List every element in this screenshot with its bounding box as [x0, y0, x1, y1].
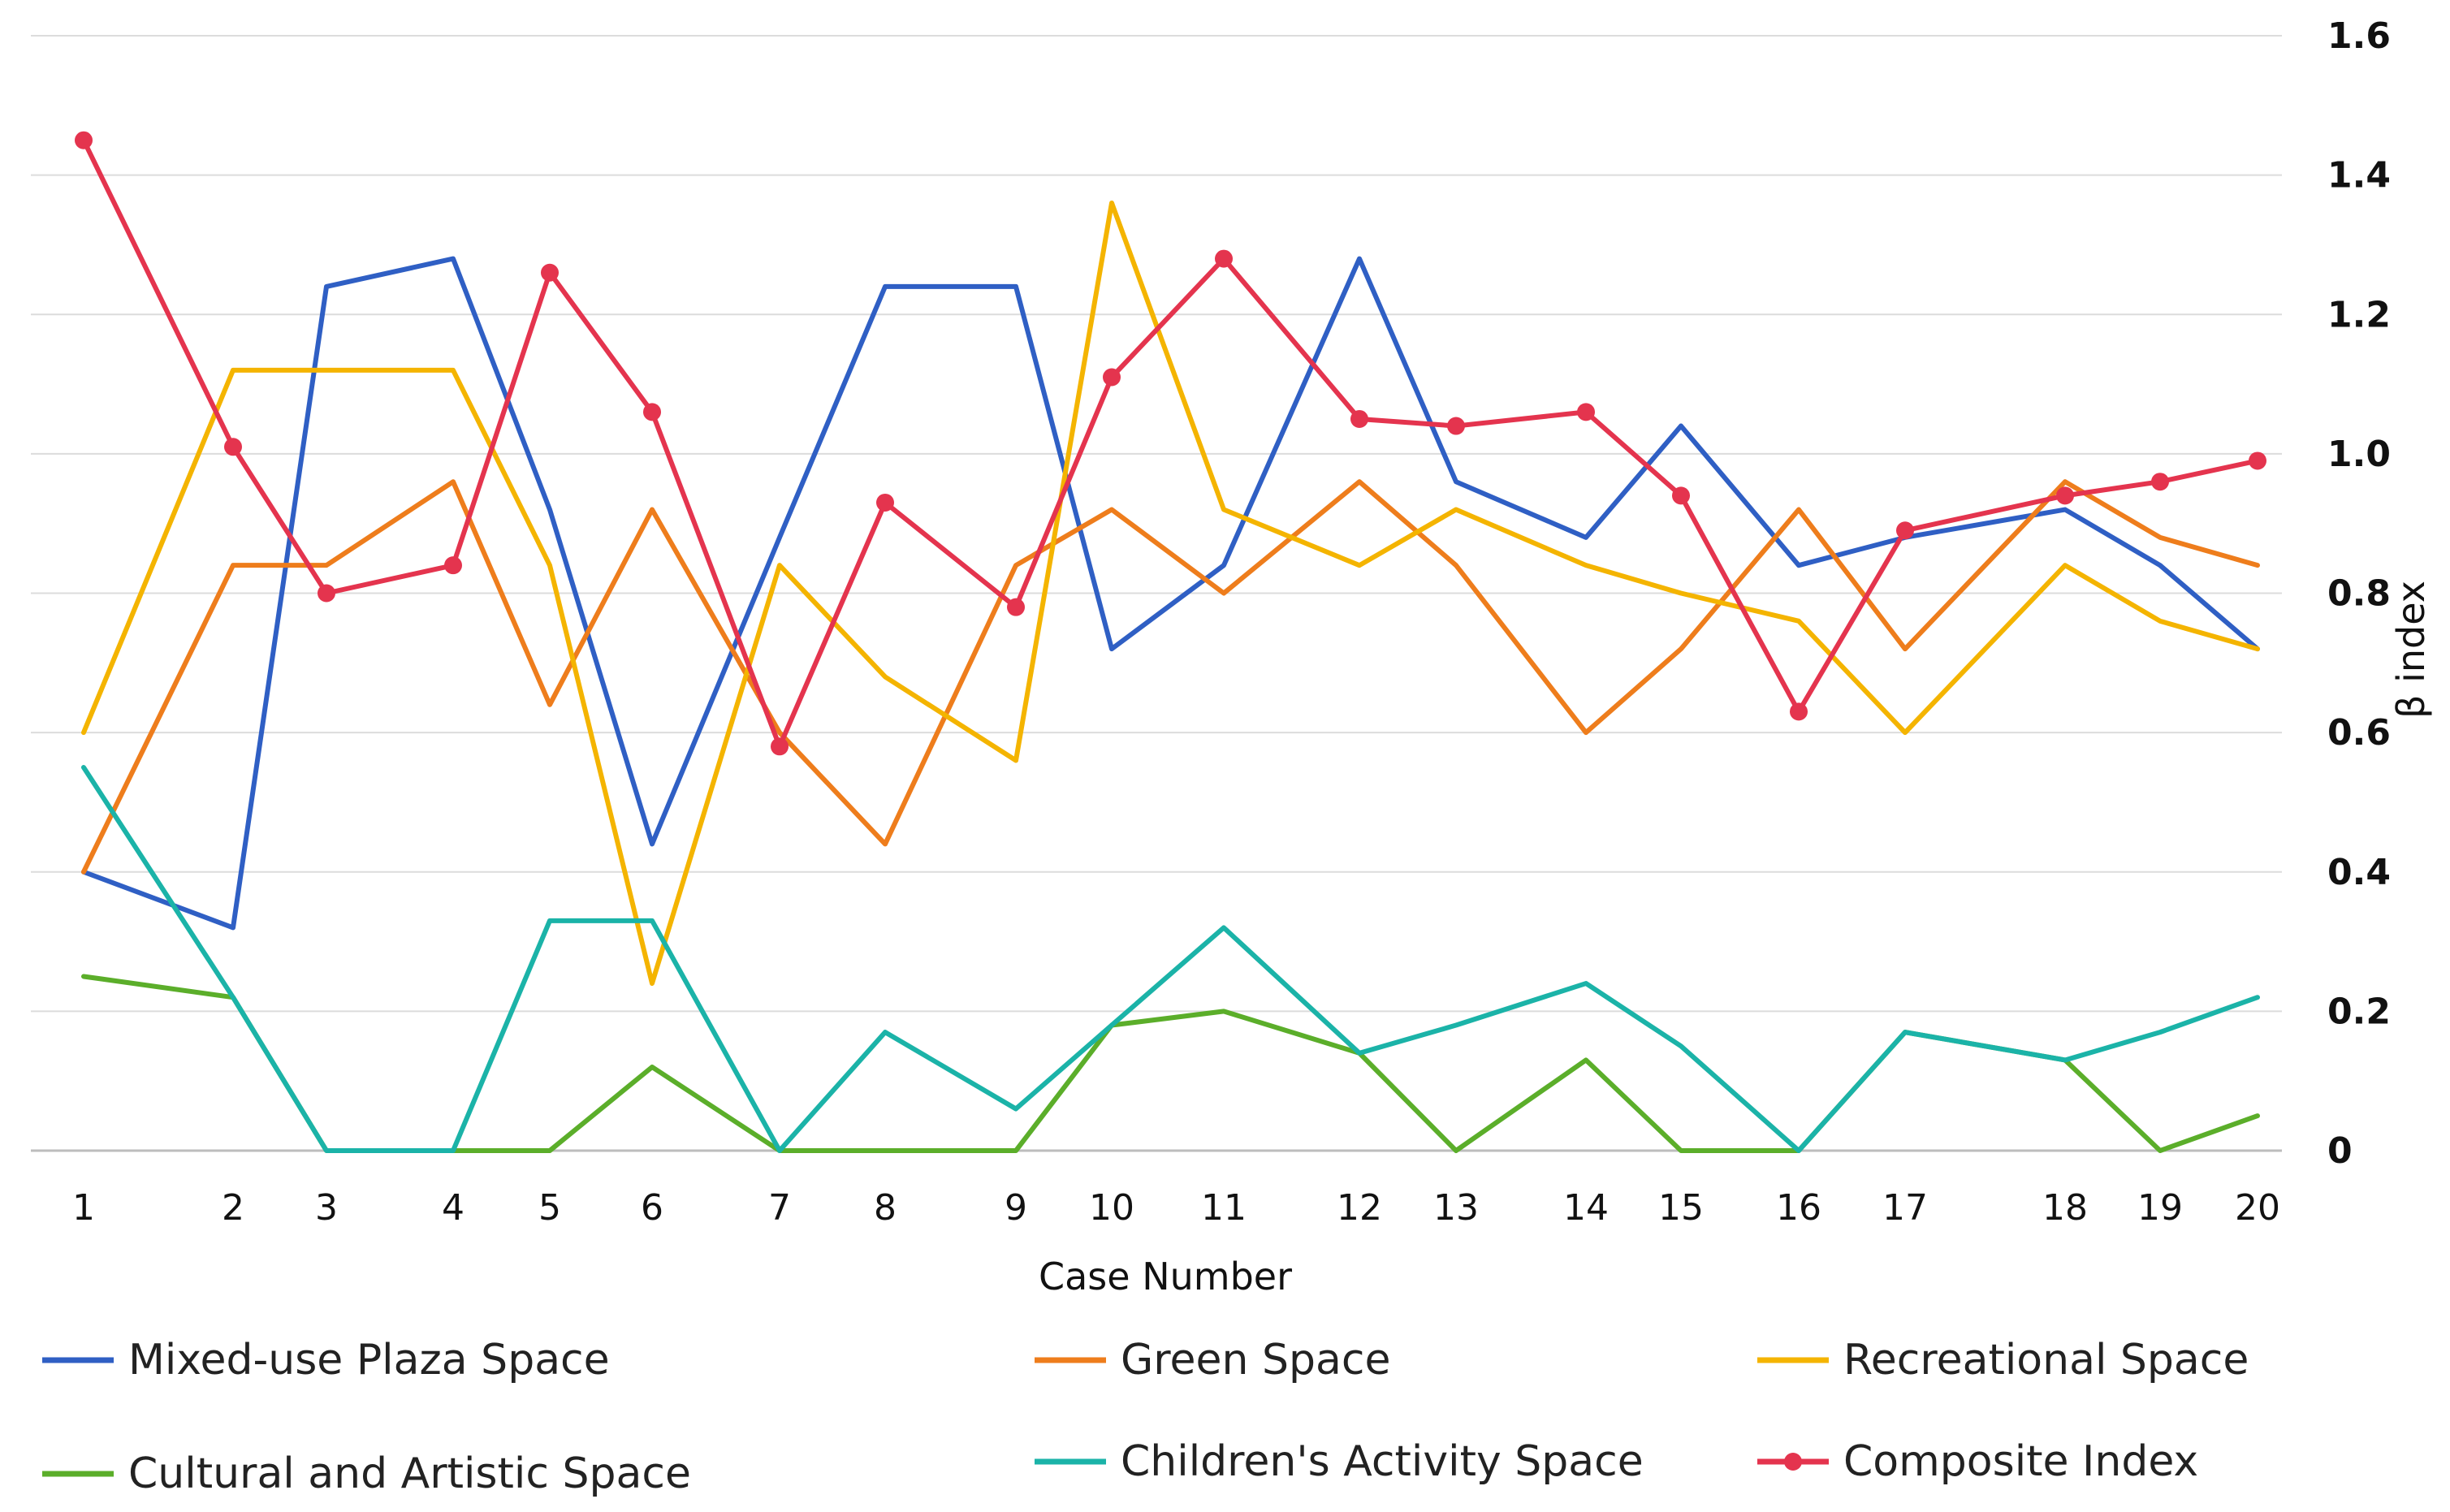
x-tick-label: 13	[1433, 1187, 1479, 1229]
data-point-composite-index	[1007, 598, 1025, 616]
legend-swatch-marker	[1784, 1453, 1802, 1471]
x-tick-label: 6	[641, 1187, 663, 1229]
x-tick-label: 17	[1882, 1187, 1928, 1229]
legend-swatch-green-space	[1035, 1357, 1106, 1363]
y-tick-label: 1.4	[2327, 155, 2391, 197]
data-point-composite-index	[1215, 249, 1233, 268]
legend-item-recreational-space: Recreational Space	[1754, 1332, 2249, 1389]
legend-label: Green Space	[1121, 1336, 1391, 1385]
data-point-composite-index	[2151, 473, 2169, 491]
x-tick-label: 14	[1563, 1187, 1609, 1229]
data-point-composite-index	[771, 737, 789, 756]
legend-item-composite-index: Composite Index	[1754, 1433, 2198, 1490]
x-tick-label: 1	[72, 1187, 95, 1229]
legend-swatch-composite-index	[1757, 1453, 1829, 1471]
y-tick-label: 1.6	[2327, 15, 2391, 57]
x-tick-label: 19	[2137, 1187, 2183, 1229]
legend-swatch-cultural-and-artistic-space	[42, 1471, 114, 1477]
data-point-composite-index	[2249, 451, 2266, 470]
x-tick-label: 12	[1337, 1187, 1382, 1229]
x-tick-label: 16	[1776, 1187, 1821, 1229]
x-tick-label: 15	[1658, 1187, 1704, 1229]
x-tick-label: 10	[1089, 1187, 1134, 1229]
legend-swatch-recreational-space	[1757, 1357, 1829, 1363]
x-axis-ticks: 1 2 3 4 5 6 7 8 9 10 11 12 13 14 15 16 17 18 19 20	[72, 1187, 2280, 1229]
data-point-composite-index	[1577, 403, 1595, 421]
y-tick-label: 0.8	[2327, 573, 2391, 615]
x-tick-label: 3	[315, 1187, 338, 1229]
legend-item-mixed-use-plaza-space: Mixed-use Plaza Space	[39, 1332, 610, 1389]
y-tick-label: 0.6	[2327, 712, 2391, 754]
y-tick-label: 0	[2327, 1130, 2353, 1172]
data-point-composite-index	[1447, 417, 1465, 435]
series-line-recreational-space	[81, 200, 2260, 987]
data-point-composite-index	[876, 493, 894, 512]
gridlines	[31, 35, 2282, 1152]
legend-label: Children's Activity Space	[1121, 1437, 1644, 1486]
legend-swatch-children-s-activity-space	[1035, 1458, 1106, 1465]
data-point-composite-index	[444, 556, 462, 575]
legend-item-cultural-and-artistic-space: Cultural and Artistic Space	[39, 1445, 691, 1502]
y-axis-title: β index	[2389, 581, 2433, 719]
x-tick-label: 9	[1005, 1187, 1027, 1229]
legend-label: Composite Index	[1843, 1437, 2199, 1486]
data-point-composite-index	[1790, 702, 1808, 721]
legend-swatch-mixed-use-plaza-space	[42, 1357, 114, 1363]
x-axis-title: Case Number	[1039, 1255, 1292, 1298]
data-point-composite-index	[1896, 521, 1914, 540]
legend-label: Cultural and Artistic Space	[128, 1449, 691, 1498]
series-line-mixed-use-plaza-space	[81, 256, 2260, 931]
y-tick-label: 0.4	[2327, 852, 2391, 893]
data-point-composite-index	[1103, 368, 1121, 387]
legend-label: Mixed-use Plaza Space	[128, 1336, 610, 1385]
x-tick-label: 20	[2235, 1187, 2280, 1229]
y-tick-label: 0.2	[2327, 991, 2391, 1032]
data-point-composite-index	[541, 263, 559, 282]
data-point-composite-index	[2056, 486, 2074, 505]
legend-item-green-space: Green Space	[1031, 1332, 1390, 1389]
data-point-composite-index	[1672, 486, 1690, 505]
series-line-green-space	[81, 479, 2260, 875]
data-point-composite-index	[75, 131, 93, 149]
y-tick-label: 1.0	[2327, 434, 2391, 475]
series-line-children-s-activity-space	[81, 765, 2260, 1153]
data-point-composite-index	[318, 584, 335, 603]
series-line-composite-index	[81, 137, 2260, 750]
x-tick-label: 4	[442, 1187, 465, 1229]
x-tick-label: 7	[768, 1187, 791, 1229]
x-tick-label: 8	[874, 1187, 897, 1229]
x-tick-label: 5	[538, 1187, 561, 1229]
legend-item-children-s-activity-space: Children's Activity Space	[1031, 1433, 1644, 1490]
x-tick-label: 18	[2042, 1187, 2088, 1229]
legend-label: Recreational Space	[1843, 1336, 2249, 1385]
data-point-composite-index	[643, 403, 661, 421]
y-axis-ticks: 0 0.2 0.4 0.6 0.8 1.0 1.2 1.4 1.6	[2327, 15, 2391, 1172]
data-point-composite-index	[224, 438, 242, 456]
x-tick-label: 11	[1201, 1187, 1247, 1229]
x-tick-label: 2	[222, 1187, 244, 1229]
data-point-composite-index	[1350, 409, 1368, 428]
series-line-cultural-and-artistic-space	[81, 974, 2260, 1153]
series-lines	[75, 131, 2266, 1153]
y-tick-label: 1.2	[2327, 294, 2391, 335]
